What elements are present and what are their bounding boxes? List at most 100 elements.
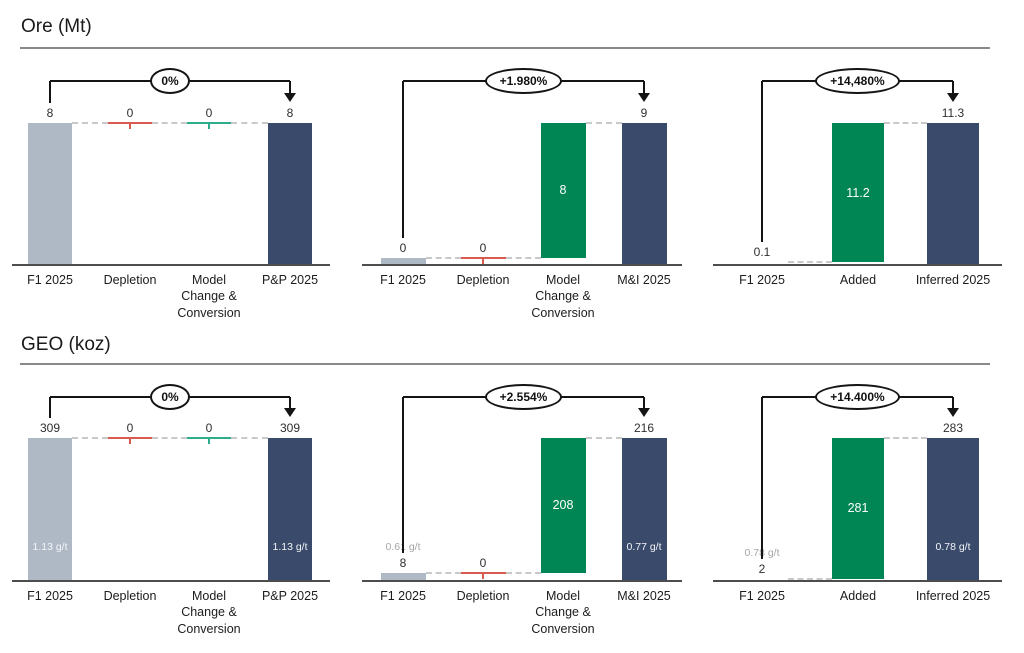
- green-bar: [832, 438, 884, 579]
- zero-change-line: [108, 122, 152, 124]
- value-label: 8: [46, 106, 54, 120]
- category-label: Depletion: [103, 589, 157, 603]
- category-label: Model Change & Conversion: [177, 589, 241, 636]
- value-label: 216: [633, 421, 655, 435]
- connector-line: [231, 437, 268, 439]
- x-axis: [362, 264, 682, 266]
- gray-bar: [28, 438, 72, 580]
- change-percent-bubble: +1.980%: [485, 68, 562, 94]
- connector-line: [505, 571, 541, 574]
- bracket-left-line: [402, 81, 404, 238]
- navy-bar: [621, 123, 667, 264]
- value-label: 8: [399, 555, 407, 570]
- category-label: Added: [839, 273, 877, 287]
- category-label: F1 2025: [739, 273, 785, 287]
- change-percent-bubble: +2.554%: [485, 384, 562, 410]
- bar-value-label: 208: [552, 498, 574, 513]
- value-label: 0: [205, 106, 213, 120]
- arrow-down-icon: [284, 408, 296, 417]
- category-label: Model Change & Conversion: [177, 273, 241, 320]
- green-bar: [540, 123, 586, 258]
- section-rule-geo: [20, 363, 990, 365]
- connector-line: [585, 437, 622, 439]
- category-label: F1 2025: [380, 589, 426, 603]
- value-label: 8: [286, 106, 294, 120]
- bar-value-label: 8: [559, 183, 567, 198]
- zero-change-line: [187, 122, 231, 124]
- change-percent-bubble: +14,480%: [815, 68, 900, 94]
- section-rule-ore: [20, 47, 990, 49]
- connector-line: [585, 122, 622, 124]
- value-label: 309: [279, 421, 301, 435]
- category-label: Model Change & Conversion: [531, 589, 595, 636]
- connector-line: [425, 571, 461, 574]
- zero-change-line: [460, 256, 506, 259]
- connector-line: [72, 122, 108, 124]
- bracket-right-line: [289, 81, 291, 94]
- category-label: Depletion: [456, 273, 510, 287]
- connector-line: [884, 122, 927, 124]
- category-label: Inferred 2025: [915, 589, 991, 603]
- section-title-ore: Ore (Mt): [21, 16, 92, 37]
- value-label: 0: [479, 240, 487, 255]
- bracket-right-line: [952, 397, 954, 409]
- grade-label: 1.13 g/t: [32, 541, 68, 553]
- navy-bar: [927, 438, 979, 580]
- navy-bar: [268, 123, 312, 264]
- change-percent-bubble: 0%: [150, 384, 190, 410]
- value-label: 0: [126, 106, 134, 120]
- x-axis: [362, 580, 682, 582]
- zero-change-line: [187, 437, 231, 439]
- value-label: 0: [205, 421, 213, 435]
- category-label: P&P 2025: [261, 273, 319, 287]
- bracket-right-line: [952, 81, 954, 94]
- category-label: M&I 2025: [617, 273, 671, 287]
- gray-bar: [380, 572, 426, 580]
- category-label: Depletion: [103, 273, 157, 287]
- bracket-left-line: [402, 397, 404, 553]
- x-axis: [713, 264, 1002, 266]
- green-bar: [832, 123, 884, 263]
- arrow-down-icon: [947, 93, 959, 102]
- gray-bar: [380, 257, 426, 264]
- zero-change-tick: [208, 124, 210, 129]
- category-label: P&P 2025: [261, 589, 319, 603]
- value-label: 0: [479, 555, 487, 570]
- connector-line: [72, 437, 108, 439]
- zero-change-tick: [482, 573, 484, 579]
- navy-bar: [268, 438, 312, 580]
- value-label: 309: [39, 421, 61, 435]
- category-label: F1 2025: [27, 589, 73, 603]
- connector-line: [788, 261, 832, 264]
- zero-change-tick: [208, 439, 210, 444]
- connector-line: [884, 437, 927, 439]
- connector-line: [152, 437, 187, 439]
- section-title-geo: GEO (koz): [21, 334, 111, 355]
- connector-line: [505, 256, 541, 259]
- arrow-down-icon: [638, 408, 650, 417]
- navy-bar: [927, 123, 979, 264]
- zero-change-tick: [129, 124, 131, 129]
- change-percent-bubble: 0%: [150, 68, 190, 94]
- value-label: 2: [758, 561, 766, 576]
- gray-bar: [28, 123, 72, 264]
- bracket-right-line: [643, 81, 645, 94]
- arrow-down-icon: [947, 408, 959, 417]
- category-label: Depletion: [456, 589, 510, 603]
- x-axis: [713, 580, 1002, 582]
- value-label: 0: [399, 240, 407, 255]
- category-label: M&I 2025: [617, 589, 671, 603]
- value-label: 0: [126, 421, 134, 435]
- connector-line: [788, 577, 832, 580]
- arrow-down-icon: [284, 93, 296, 102]
- grade-label: 0.77 g/t: [626, 541, 662, 553]
- category-label: F1 2025: [380, 273, 426, 287]
- bracket-left-line: [49, 81, 51, 103]
